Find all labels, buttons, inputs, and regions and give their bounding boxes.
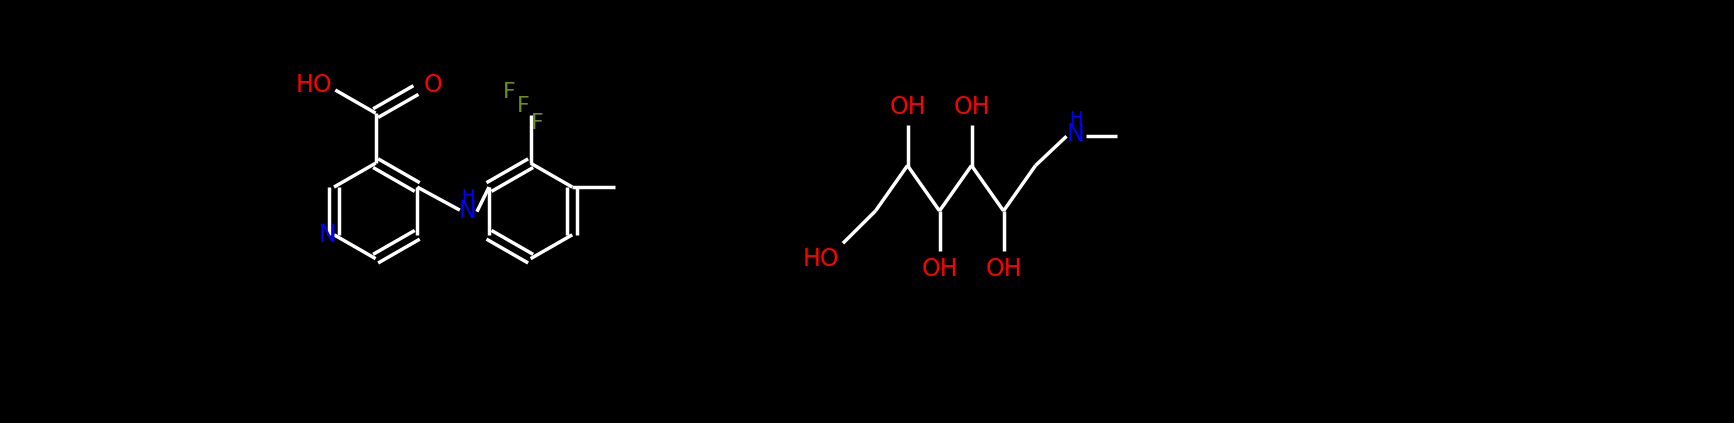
Text: O: O <box>423 73 442 96</box>
Text: N: N <box>319 223 336 247</box>
Text: OH: OH <box>921 258 957 281</box>
Text: H: H <box>461 188 475 206</box>
Text: F: F <box>503 82 515 102</box>
Text: F: F <box>517 96 529 116</box>
Text: F: F <box>531 113 543 133</box>
Text: OH: OH <box>954 95 990 119</box>
Text: HO: HO <box>295 73 331 96</box>
Text: OH: OH <box>985 258 1021 281</box>
Text: OH: OH <box>890 95 926 119</box>
Text: H: H <box>1070 110 1082 128</box>
Text: HO: HO <box>803 247 839 271</box>
Text: N: N <box>1066 122 1085 146</box>
Text: N: N <box>460 199 477 223</box>
